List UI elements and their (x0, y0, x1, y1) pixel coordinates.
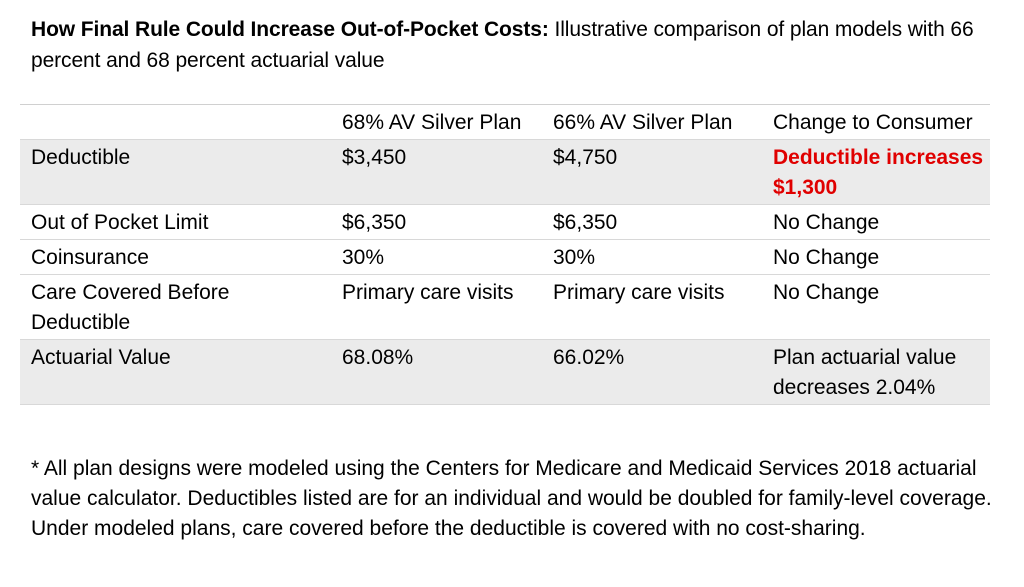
comparison-table-container: 68% AV Silver Plan 66% AV Silver Plan Ch… (20, 104, 990, 405)
cell-plan66: $4,750 (542, 139, 762, 205)
cell-plan68: Primary care visits (331, 274, 542, 340)
cell-change-highlight: Deductible increases $1,300 (762, 139, 990, 205)
cell-change: No Change (762, 274, 990, 340)
cell-plan68: $3,450 (331, 139, 542, 205)
title-bold: How Final Rule Could Increase Out-of-Poc… (31, 18, 549, 41)
cell-plan66: 66.02% (542, 339, 762, 405)
table-row: Care Covered Before Deductible Primary c… (20, 274, 990, 340)
cell-plan68: 68.08% (331, 339, 542, 405)
header-empty (20, 104, 331, 140)
cell-change: Plan actuarial value decreases 2.04% (762, 339, 990, 405)
row-label: Coinsurance (20, 239, 331, 275)
cell-plan68: $6,350 (331, 204, 542, 240)
row-label: Care Covered Before Deductible (20, 274, 331, 340)
cell-change: No Change (762, 239, 990, 275)
cell-change: No Change (762, 204, 990, 240)
table-row: Coinsurance 30% 30% No Change (20, 239, 990, 275)
title-description: Illustrative comparison of plan models w… (31, 18, 974, 72)
cell-plan66: 30% (542, 239, 762, 275)
cell-plan66: Primary care visits (542, 274, 762, 340)
table-header-row: 68% AV Silver Plan 66% AV Silver Plan Ch… (20, 104, 990, 140)
table-row: Out of Pocket Limit $6,350 $6,350 No Cha… (20, 204, 990, 240)
table-row: Deductible $3,450 $4,750 Deductible incr… (20, 139, 990, 205)
header-66-plan: 66% AV Silver Plan (542, 104, 762, 140)
row-label: Actuarial Value (20, 339, 331, 405)
footnote: * All plan designs were modeled using th… (31, 457, 992, 540)
header-68-plan: 68% AV Silver Plan (331, 104, 542, 140)
plan-comparison-table: 68% AV Silver Plan 66% AV Silver Plan Ch… (20, 104, 990, 405)
cell-plan68: 30% (331, 239, 542, 275)
header-change: Change to Consumer (762, 104, 990, 140)
cell-plan66: $6,350 (542, 204, 762, 240)
row-label: Out of Pocket Limit (20, 204, 331, 240)
row-label: Deductible (20, 139, 331, 205)
table-row: Actuarial Value 68.08% 66.02% Plan actua… (20, 339, 990, 405)
page-title: How Final Rule Could Increase Out-of-Poc… (31, 14, 1016, 76)
